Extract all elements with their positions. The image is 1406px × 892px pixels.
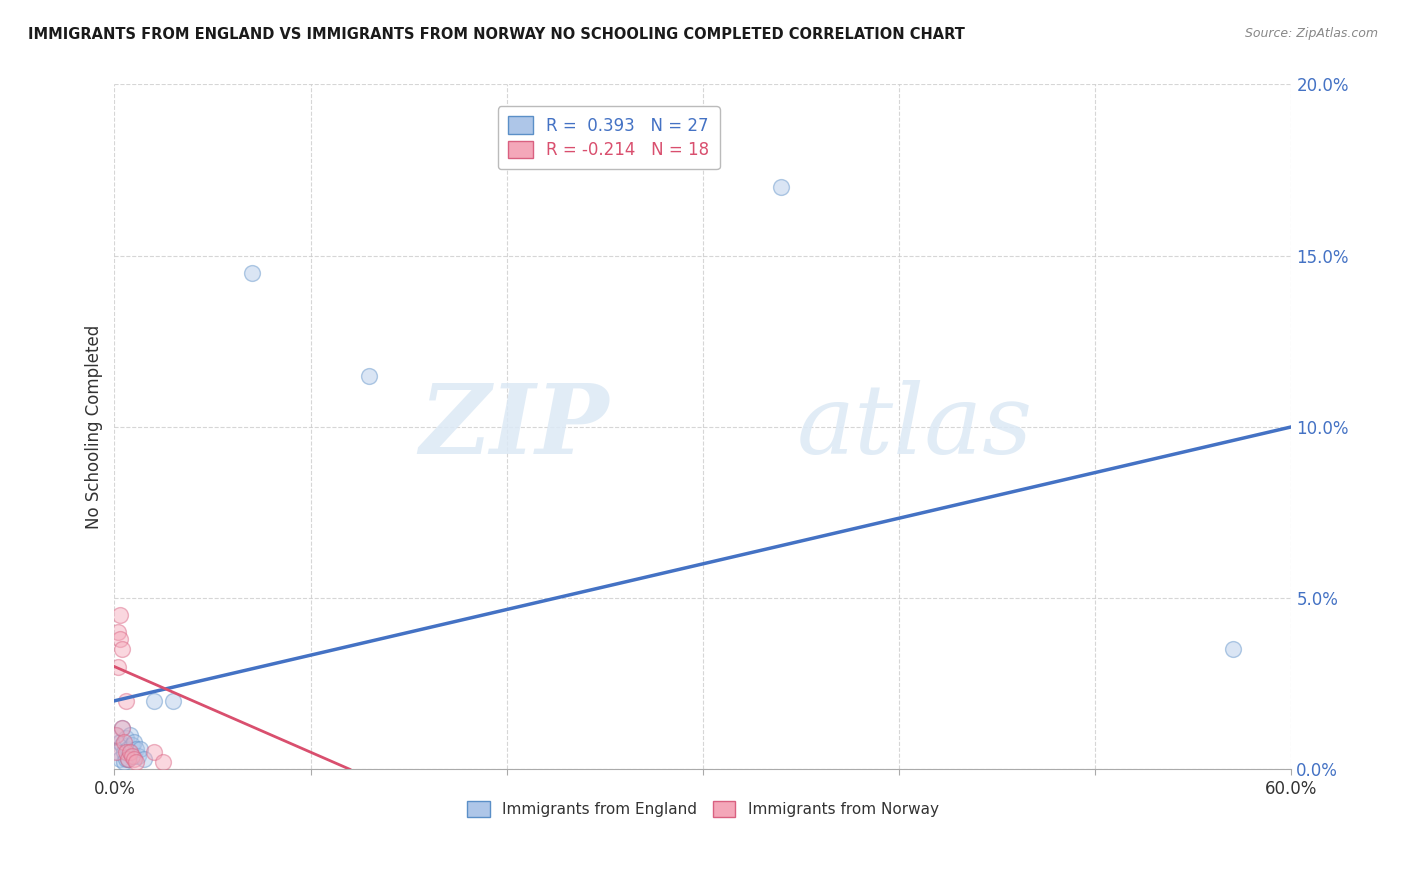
Point <box>120 728 142 742</box>
Point <box>112 745 135 759</box>
Point <box>127 748 149 763</box>
Point <box>122 752 145 766</box>
Point <box>152 756 174 770</box>
Point <box>107 745 129 759</box>
Point <box>122 735 145 749</box>
Point <box>111 739 134 753</box>
Point <box>112 756 135 770</box>
Text: atlas: atlas <box>797 380 1033 474</box>
Point <box>117 752 139 766</box>
Point <box>115 745 138 759</box>
Point <box>359 368 381 383</box>
Point <box>240 266 263 280</box>
Point <box>132 752 155 766</box>
Point <box>107 659 129 673</box>
Point <box>105 728 128 742</box>
Point <box>110 752 132 766</box>
Point <box>125 756 148 770</box>
Point <box>142 694 165 708</box>
Point <box>117 752 139 766</box>
Point <box>770 180 793 194</box>
Point <box>125 741 148 756</box>
Point <box>111 721 134 735</box>
Y-axis label: No Schooling Completed: No Schooling Completed <box>86 325 103 529</box>
Point <box>110 735 132 749</box>
Point <box>162 694 184 708</box>
Point <box>115 752 138 766</box>
Point <box>120 745 142 759</box>
Point <box>110 632 132 647</box>
Point <box>1222 642 1244 657</box>
Legend: Immigrants from England, Immigrants from Norway: Immigrants from England, Immigrants from… <box>461 795 945 823</box>
Point <box>105 745 128 759</box>
Text: IMMIGRANTS FROM ENGLAND VS IMMIGRANTS FROM NORWAY NO SCHOOLING COMPLETED CORRELA: IMMIGRANTS FROM ENGLAND VS IMMIGRANTS FR… <box>28 27 965 42</box>
Point <box>105 728 128 742</box>
Point <box>121 748 143 763</box>
Point <box>111 642 134 657</box>
Point <box>142 745 165 759</box>
Point <box>120 745 142 759</box>
Text: Source: ZipAtlas.com: Source: ZipAtlas.com <box>1244 27 1378 40</box>
Point <box>111 721 134 735</box>
Text: ZIP: ZIP <box>419 380 609 474</box>
Point <box>122 748 145 763</box>
Point <box>117 741 139 756</box>
Point <box>107 625 129 640</box>
Point <box>115 694 138 708</box>
Point <box>110 608 132 623</box>
Point <box>115 731 138 746</box>
Point <box>129 741 152 756</box>
Point <box>112 735 135 749</box>
Point <box>121 739 143 753</box>
